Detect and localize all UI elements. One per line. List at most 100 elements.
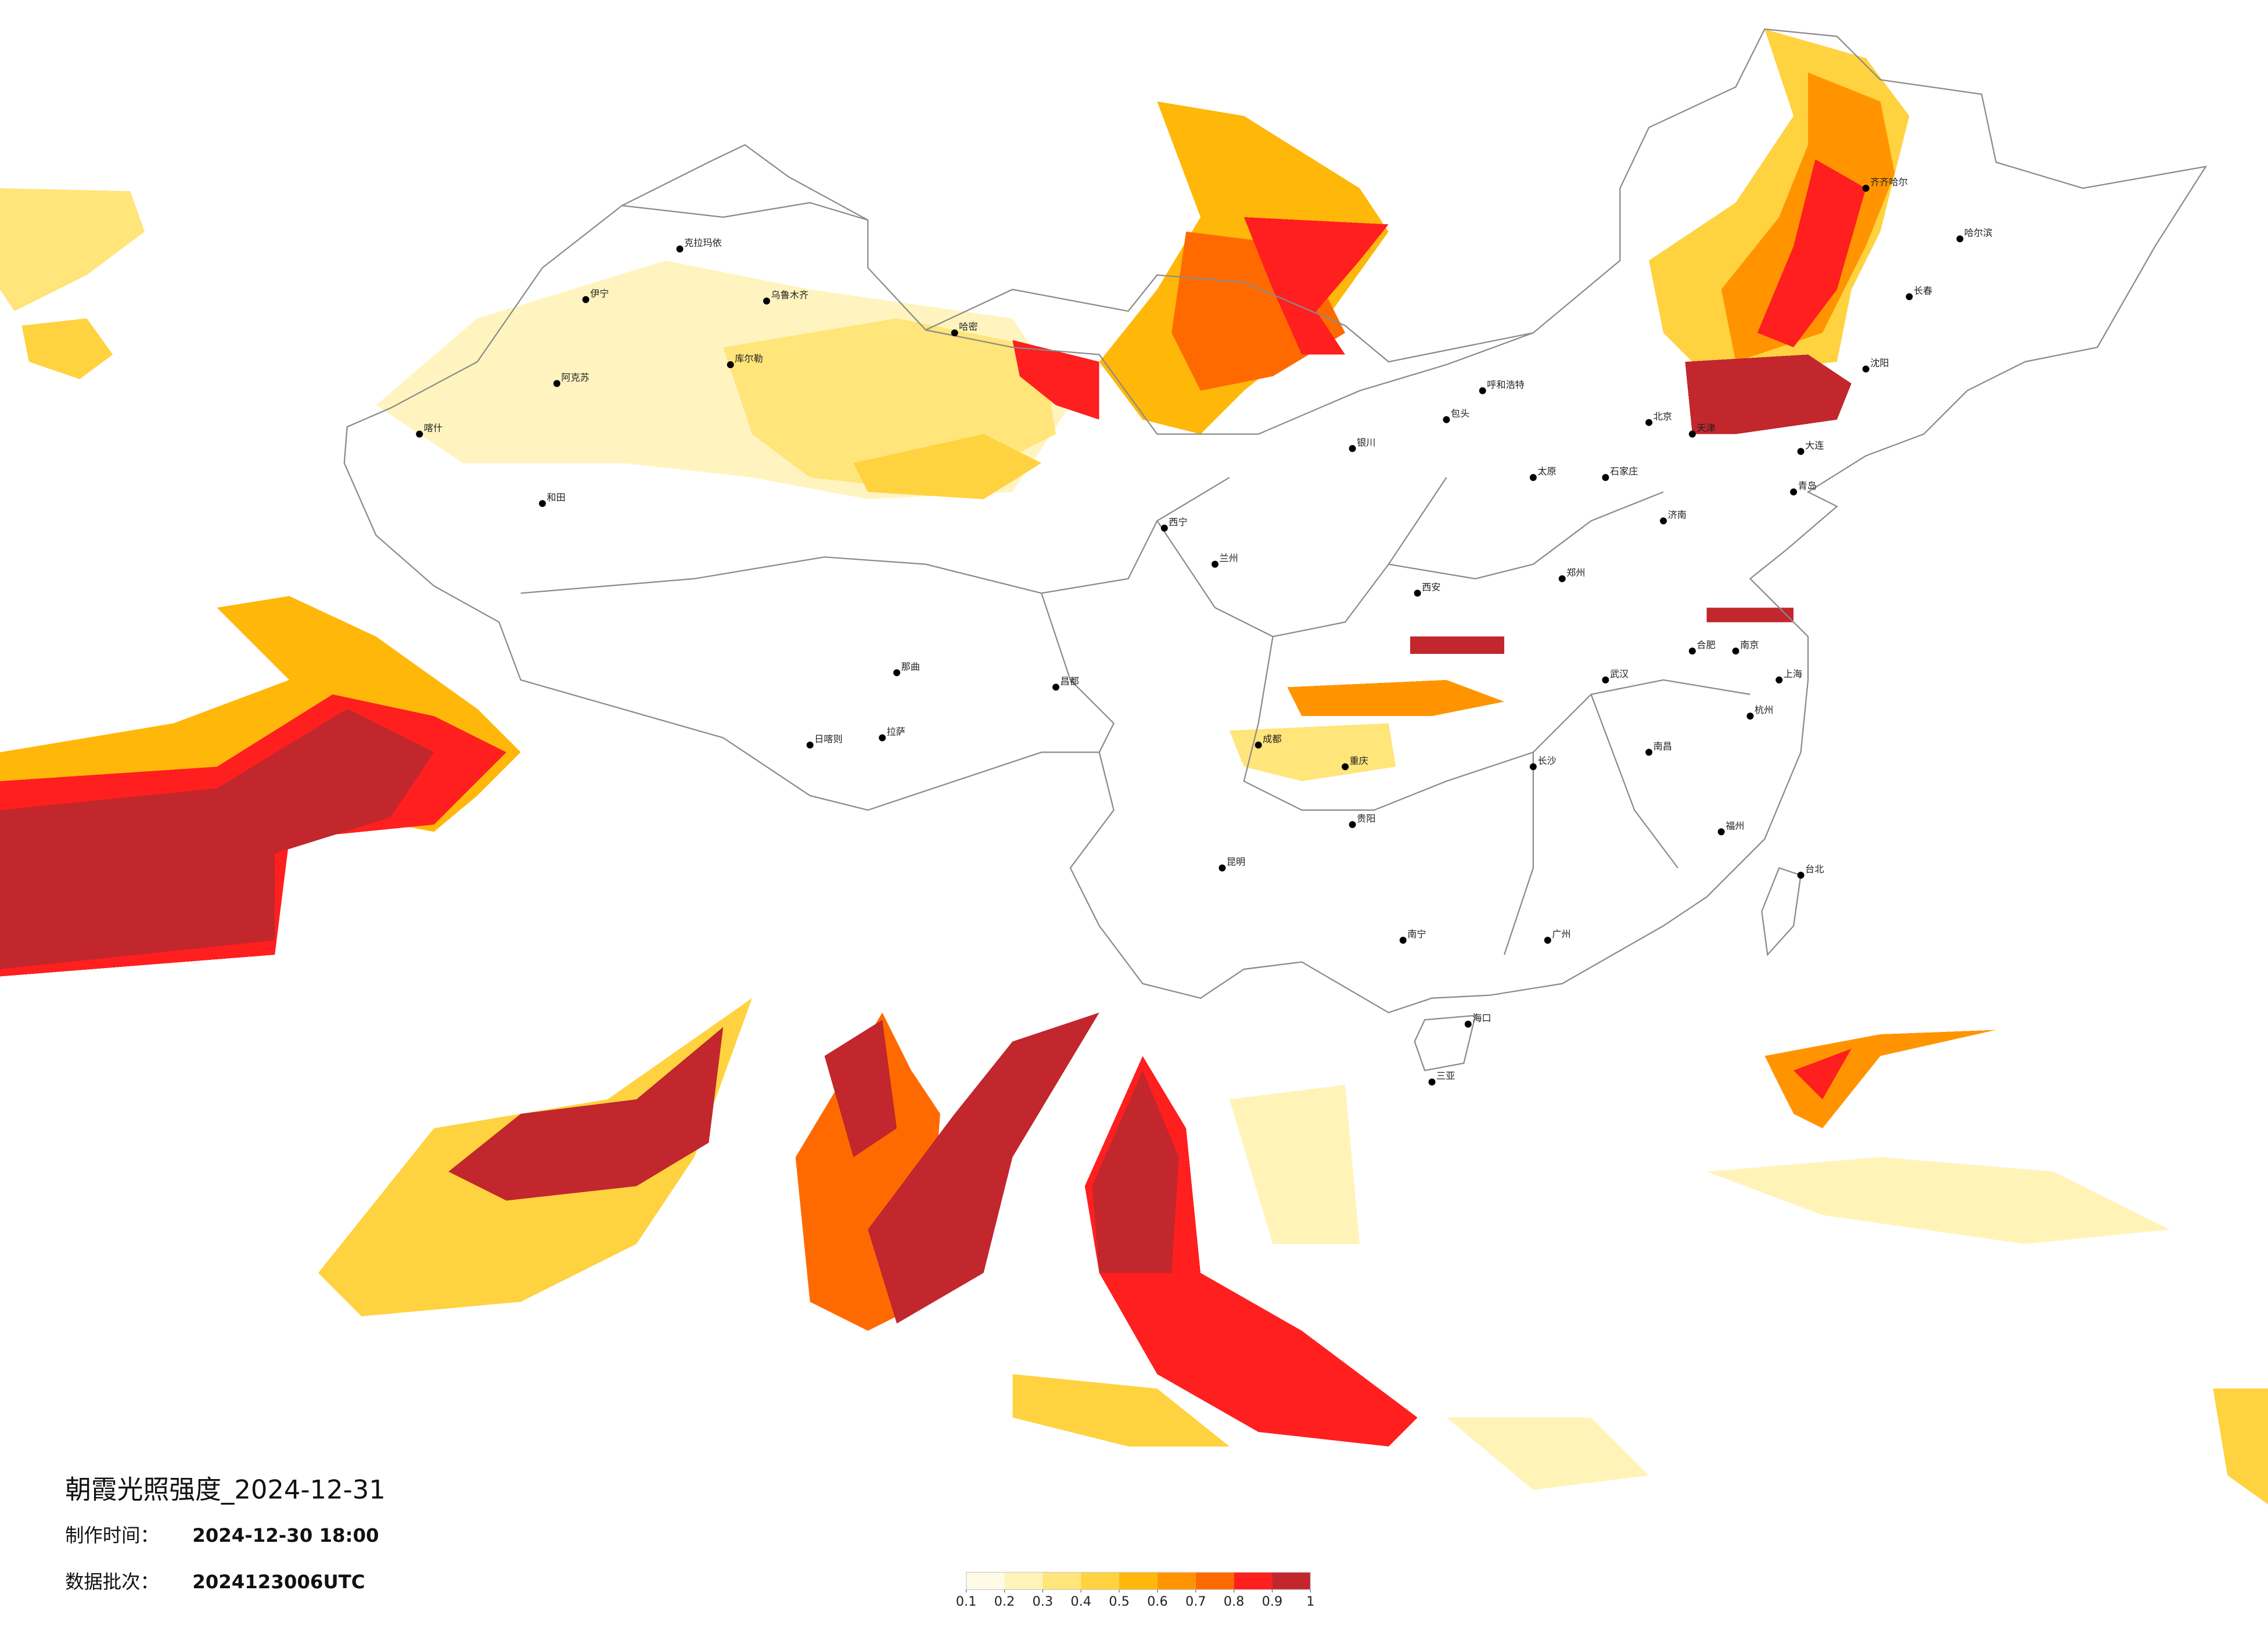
city-label: 南宁 bbox=[1407, 929, 1426, 940]
city-label: 重庆 bbox=[1350, 755, 1368, 766]
city-label: 哈密 bbox=[959, 321, 977, 332]
city-label: 福州 bbox=[1726, 820, 1744, 831]
city-label: 长沙 bbox=[1537, 755, 1556, 766]
city-label: 昆明 bbox=[1227, 857, 1245, 868]
colorbar-label: 0.1 bbox=[956, 1594, 977, 1609]
city-label: 武汉 bbox=[1610, 668, 1629, 679]
city-label: 三亚 bbox=[1436, 1070, 1455, 1081]
field-area bbox=[0, 188, 145, 311]
city-dot bbox=[582, 296, 590, 303]
field-area bbox=[1793, 1048, 1852, 1100]
city-label: 北京 bbox=[1654, 411, 1672, 422]
city-dot bbox=[1529, 474, 1537, 481]
city-label: 日喀则 bbox=[814, 733, 843, 744]
field-area bbox=[1287, 679, 1505, 717]
city-label: 那曲 bbox=[901, 661, 920, 672]
made-time-label: 制作时间： bbox=[65, 1524, 159, 1546]
field-area bbox=[21, 318, 113, 379]
city-label: 海口 bbox=[1472, 1013, 1491, 1024]
city-dot bbox=[1862, 185, 1870, 192]
field-area bbox=[1092, 1070, 1179, 1273]
city-dot bbox=[1255, 741, 1262, 749]
city-dot bbox=[1160, 524, 1168, 532]
city-label: 齐齐哈尔 bbox=[1870, 177, 1908, 188]
batch-label: 数据批次： bbox=[65, 1571, 159, 1593]
city-label: 南京 bbox=[1740, 639, 1759, 650]
city-label: 西宁 bbox=[1169, 516, 1187, 527]
city-label: 阿克苏 bbox=[561, 372, 590, 383]
city-dot bbox=[1645, 749, 1653, 756]
city-dot bbox=[1479, 387, 1486, 394]
city-label: 银川 bbox=[1357, 437, 1375, 448]
city-label: 昌都 bbox=[1060, 675, 1079, 686]
city-label: 天津 bbox=[1696, 423, 1715, 434]
city-dot bbox=[1544, 937, 1551, 944]
city-dot bbox=[1602, 676, 1609, 684]
field-area bbox=[2213, 1388, 2268, 1505]
city-dot bbox=[1399, 937, 1407, 944]
city-dot bbox=[538, 500, 546, 508]
field-area bbox=[1229, 723, 1396, 782]
field-area bbox=[868, 1012, 1099, 1324]
taiwan-border bbox=[1761, 867, 1802, 956]
city-dot bbox=[1052, 684, 1059, 691]
colorbar: 0.1 0.2 0.3 0.4 0.5 0.6 0.7 0.8 0.9 1 bbox=[956, 1571, 1314, 1609]
city-dot bbox=[1797, 872, 1805, 879]
city-dot bbox=[1717, 828, 1725, 836]
field-area bbox=[0, 708, 434, 969]
field-area bbox=[1706, 607, 1794, 623]
colorbar-label: 0.9 bbox=[1262, 1594, 1283, 1609]
city-dot bbox=[1414, 589, 1421, 597]
city-dot bbox=[1797, 448, 1805, 455]
city-dot bbox=[1862, 365, 1870, 373]
city-label: 郑州 bbox=[1566, 567, 1585, 578]
city-dot bbox=[1342, 763, 1349, 771]
colorbar-label: 0.7 bbox=[1185, 1594, 1206, 1609]
colorbar-label: 0.5 bbox=[1109, 1594, 1130, 1609]
city-label: 青岛 bbox=[1798, 480, 1817, 491]
field-area bbox=[1764, 1030, 1996, 1128]
city-dot bbox=[893, 669, 901, 677]
colorbar-frame bbox=[965, 1571, 1311, 1590]
city-dot bbox=[1219, 864, 1226, 872]
field-area bbox=[1757, 159, 1866, 348]
field-area bbox=[853, 434, 1042, 499]
city-label: 石家庄 bbox=[1610, 466, 1638, 477]
city-label: 济南 bbox=[1667, 509, 1686, 520]
city-dot bbox=[1746, 713, 1754, 720]
colorbar-swatch bbox=[1119, 1572, 1158, 1590]
city-dot bbox=[1775, 676, 1783, 684]
colorbar-swatch bbox=[1272, 1572, 1311, 1590]
city-dot bbox=[1688, 430, 1696, 438]
borders bbox=[343, 28, 2208, 1071]
city-label: 沈阳 bbox=[1870, 357, 1889, 368]
city-dot bbox=[1349, 445, 1356, 452]
colorbar-swatch bbox=[1043, 1572, 1081, 1590]
city-label: 贵阳 bbox=[1357, 813, 1375, 824]
hainan-border bbox=[1414, 1015, 1476, 1071]
city-label: 成都 bbox=[1263, 733, 1281, 744]
city-label: 大连 bbox=[1805, 440, 1824, 451]
colorbar-swatch bbox=[1195, 1572, 1234, 1590]
city-label: 长春 bbox=[1914, 285, 1932, 296]
colorbar-swatch bbox=[1234, 1572, 1273, 1590]
city-dot bbox=[553, 380, 560, 387]
made-time: 2024-12-30 18:00 bbox=[192, 1524, 379, 1546]
city-label: 呼和浩特 bbox=[1487, 379, 1525, 390]
colorbar-swatch bbox=[966, 1572, 1005, 1590]
city-label: 和田 bbox=[547, 492, 565, 503]
city-label: 上海 bbox=[1784, 668, 1802, 679]
city-label: 库尔勒 bbox=[735, 353, 763, 364]
city-dot bbox=[1602, 474, 1609, 481]
field-area bbox=[824, 1020, 897, 1157]
city-dot bbox=[1956, 235, 1964, 243]
city-dot bbox=[1645, 419, 1653, 426]
colorbar-swatch bbox=[1157, 1572, 1196, 1590]
city-label: 合肥 bbox=[1696, 639, 1715, 650]
city-dot bbox=[763, 297, 770, 305]
colorbar-swatch bbox=[1004, 1572, 1043, 1590]
city-dot bbox=[1428, 1078, 1436, 1086]
